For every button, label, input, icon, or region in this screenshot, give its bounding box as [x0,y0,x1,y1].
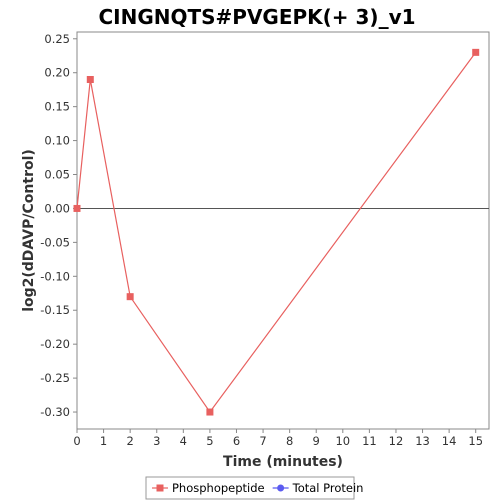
x-tick-label: 10 [335,434,350,448]
x-tick-label: 0 [73,434,80,448]
x-tick-label: 1 [100,434,107,448]
y-tick-label: -0.30 [40,405,70,419]
x-tick-label: 6 [233,434,240,448]
legend: Phosphopeptide Total Protein [145,476,364,500]
x-tick-label: 7 [259,434,266,448]
x-tick-label: 15 [468,434,483,448]
y-axis-label: log2(dDAVP/Control) [21,149,37,312]
y-tick-label: -0.15 [40,303,70,317]
series-layer [73,48,480,416]
y-axis-ticks: -0.30 -0.25 -0.20 -0.15 -0.10 -0.05 0.00 0.05 0.… [40,32,77,419]
data-point [126,293,134,301]
y-tick-label: -0.20 [40,337,70,351]
data-point [86,76,94,84]
chart-title: CINGNQTS#PVGEPK(+ 3)_v1 [98,5,415,29]
legend-swatch-marker [156,484,164,492]
plot-area [76,31,490,430]
y-tick-label: 0.25 [44,32,70,46]
legend-label: Phosphopeptide [172,481,265,495]
x-tick-label: 12 [389,434,404,448]
y-tick-label: -0.10 [40,269,70,283]
x-tick-label: 11 [362,434,377,448]
x-tick-label: 8 [286,434,293,448]
x-tick-label: 5 [206,434,213,448]
legend-box [145,476,355,500]
y-tick-label: 0.00 [44,201,70,215]
y-tick-label: -0.25 [40,371,70,385]
x-tick-label: 9 [313,434,320,448]
y-tick-label: 0.20 [44,66,70,80]
x-axis-ticks: 0 1 2 3 4 5 6 7 8 9 10 11 12 13 14 15 [73,429,483,448]
x-tick-label: 3 [153,434,160,448]
x-axis-label: Time (minutes) [223,454,343,470]
x-tick-label: 2 [126,434,133,448]
legend-swatch-marker [277,484,285,492]
y-tick-label: 0.05 [44,168,70,182]
y-tick-label: -0.05 [40,235,70,249]
data-point [73,204,81,212]
data-point [472,48,480,56]
y-tick-label: 0.15 [44,100,70,114]
x-tick-label: 14 [442,434,457,448]
y-tick-label: 0.10 [44,134,70,148]
data-point [206,408,214,416]
x-tick-label: 4 [180,434,187,448]
legend-label: Total Protein [292,481,364,495]
x-tick-label: 13 [415,434,430,448]
